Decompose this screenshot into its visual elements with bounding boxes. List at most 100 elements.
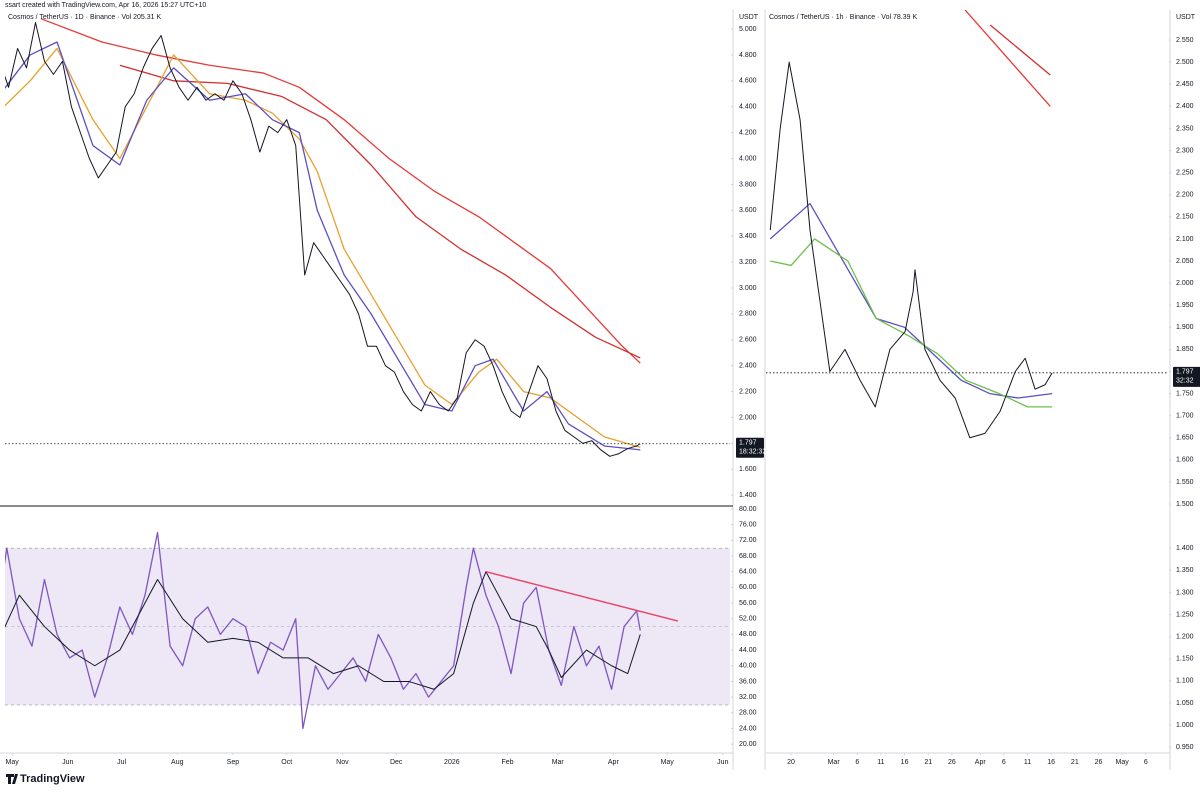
x-tick-label: 6	[855, 759, 859, 766]
y-tick-label: 1.550	[1176, 479, 1194, 486]
plot-area	[769, 10, 1053, 439]
y-tick-label: 1.400	[1176, 545, 1194, 552]
series-line	[5, 531, 641, 730]
brand-name: TradingView	[20, 773, 85, 785]
y-tick-label: 36.00	[739, 678, 757, 685]
series-line	[770, 238, 1053, 408]
x-tick-label: Mar	[828, 759, 841, 766]
y-tick-label: 60.00	[739, 584, 757, 591]
y-tick-label: 68.00	[739, 553, 757, 560]
y-tick-label: 28.00	[739, 710, 757, 717]
countdown-label: 18:32:32	[739, 449, 766, 456]
x-tick-label: May	[6, 759, 20, 766]
y-tick-label: 2.100	[1176, 236, 1194, 243]
series-line	[5, 41, 641, 451]
y-tick-label: 1.650	[1176, 435, 1194, 442]
y-tick-label: 2.550	[1176, 37, 1194, 44]
last-price-label: 1.797	[1176, 369, 1194, 376]
x-tick-label: Nov	[336, 759, 349, 766]
x-tick-label: Dec	[390, 759, 403, 766]
x-tick-label: 11	[877, 759, 884, 766]
y-tick-label: 4.200	[739, 129, 757, 136]
y-tick-label: 3.600	[739, 207, 757, 214]
y-tick-label: 3.400	[739, 233, 757, 240]
y-tick-label: 3.800	[739, 181, 757, 188]
y-tick-label: 2.400	[739, 363, 757, 370]
x-tick-label: 21	[924, 759, 932, 766]
series-line	[40, 18, 641, 364]
last-price-box	[736, 437, 764, 458]
x-tick-label: Sep	[227, 759, 240, 766]
x-tick-label: Mar	[552, 759, 565, 766]
y-tick-label: 4.800	[739, 52, 757, 59]
y-tick-label: 1.250	[1176, 611, 1194, 618]
y-tick-label: 20.00	[739, 741, 757, 748]
y-tick-label: 1.900	[1176, 324, 1194, 331]
x-tick-label: Apr	[608, 759, 620, 766]
trendline	[485, 570, 679, 622]
y-tick-label: 2.000	[739, 414, 757, 421]
brand-logo: TradingView	[6, 773, 85, 785]
x-tick-label: Oct	[281, 759, 292, 766]
y-tick-label: 2.300	[1176, 147, 1194, 154]
x-tick-label: 2026	[444, 759, 460, 766]
y-tick-label: 2.450	[1176, 81, 1194, 88]
y-tick-label: 2.800	[739, 311, 757, 318]
plot-area	[5, 18, 641, 457]
y-tick-label: 2.250	[1176, 169, 1194, 176]
x-tick-label: 20	[787, 759, 795, 766]
x-tick-label: 16	[901, 759, 909, 766]
y-tick-label: 1.300	[1176, 589, 1194, 596]
y-tick-label: 52.00	[739, 616, 757, 623]
y-tick-label: 1.750	[1176, 390, 1194, 397]
last-price-box	[1173, 366, 1200, 387]
series-line	[5, 571, 641, 690]
y-tick-label: 2.400	[1176, 103, 1194, 110]
y-tick-label: 2.600	[739, 337, 757, 344]
series-line	[119, 64, 641, 359]
x-tick-label: May	[661, 759, 675, 766]
y-tick-label: 1.400	[739, 492, 757, 499]
x-tick-label: Feb	[501, 759, 513, 766]
y-tick-label: 32.00	[739, 694, 757, 701]
x-tick-label: Jun	[62, 759, 73, 766]
series-line	[5, 22, 641, 457]
y-tick-label: 1.100	[1176, 678, 1194, 685]
x-tick-label: 21	[1071, 759, 1079, 766]
series-line	[769, 61, 1053, 439]
x-tick-label: Apr	[975, 759, 987, 766]
header-text: ssart created with TradingView.com, Apr …	[5, 2, 206, 9]
y-tick-label: 1.850	[1176, 346, 1194, 353]
y-tick-label: 4.400	[739, 104, 757, 111]
x-tick-label: 26	[948, 759, 956, 766]
y-tick-label: 80.00	[739, 506, 757, 513]
y-tick-label: 4.600	[739, 78, 757, 85]
y-tick-label: 2.200	[1176, 192, 1194, 199]
y-tick-label: 2.000	[1176, 280, 1194, 287]
y-tick-label: 2.350	[1176, 125, 1194, 132]
chart-title: Cosmos / TetherUS · 1D · Binance · Vol 2…	[8, 14, 161, 21]
y-tick-label: 1.600	[1176, 457, 1194, 464]
last-price-label: 1.797	[739, 440, 757, 447]
y-tick-label: 64.00	[739, 569, 757, 576]
y-tick-label: 2.200	[739, 388, 757, 395]
y-tick-label: 1.600	[739, 466, 757, 473]
y-tick-label: 1.500	[1176, 501, 1194, 508]
y-tick-label: 1.200	[1176, 634, 1194, 641]
countdown-label: 32:32	[1176, 378, 1194, 385]
axis-unit: USDT	[1176, 14, 1196, 21]
x-tick-label: 26	[1095, 759, 1103, 766]
x-tick-label: Aug	[171, 759, 184, 766]
y-tick-label: 2.050	[1176, 258, 1194, 265]
y-tick-label: 2.500	[1176, 59, 1194, 66]
y-tick-label: 1.950	[1176, 302, 1194, 309]
logo-icon	[6, 774, 18, 784]
y-tick-label: 1.350	[1176, 567, 1194, 574]
x-tick-label: Jul	[117, 759, 126, 766]
y-tick-label: 5.000	[739, 26, 757, 33]
x-tick-label: 6	[1144, 759, 1148, 766]
y-tick-label: 24.00	[739, 725, 757, 732]
y-tick-label: 3.200	[739, 259, 757, 266]
y-tick-label: 1.150	[1176, 656, 1194, 663]
